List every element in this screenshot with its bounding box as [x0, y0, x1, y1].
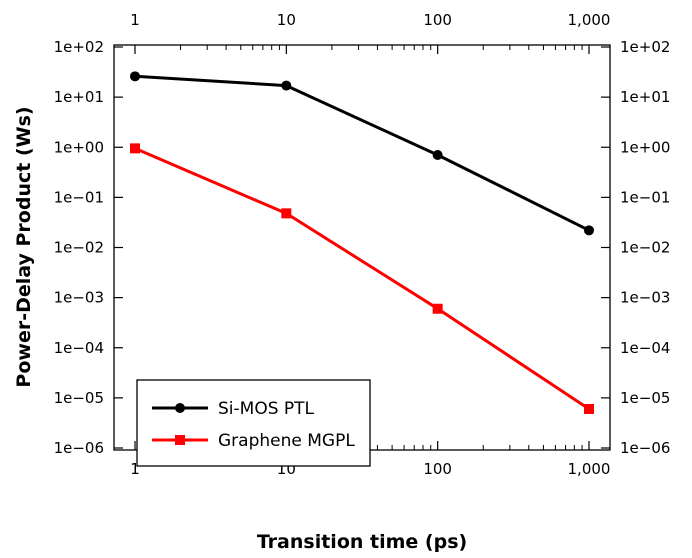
series-point-1: [281, 208, 292, 219]
y-tick-label-right: 1e−01: [620, 188, 670, 206]
x-tick-label-top: 100: [423, 11, 452, 29]
y-tick-label-left: 1e−05: [54, 389, 104, 407]
legend-box: [136, 379, 371, 467]
series-point-1: [130, 143, 140, 154]
legend-label-graphene: Graphene MGPL: [218, 431, 355, 451]
y-tick-label-right: 1e+00: [620, 138, 670, 156]
series-point-0: [432, 150, 443, 161]
series-point-1: [584, 403, 594, 414]
y-tick-label-left: 1e+02: [54, 38, 104, 56]
y-tick-label-left: 1e−01: [54, 188, 104, 206]
series-point-0: [130, 71, 140, 82]
y-tick-label-right: 1e−04: [620, 339, 670, 357]
y-tick-label-left: 1e+01: [54, 88, 104, 106]
series-point-0: [281, 80, 292, 91]
x-tick-label-bottom: 1: [130, 460, 140, 478]
y-tick-label-left: 1e−02: [54, 239, 104, 257]
legend: Si-MOS PTL Graphene MGPL: [136, 379, 371, 467]
y-tick-label-left: 1e−03: [54, 289, 104, 307]
series-line-0: [134, 74, 590, 232]
legend-marker-si-mos: [175, 403, 185, 413]
y-tick-label-right: 1e+01: [620, 88, 670, 106]
x-tick-label-top: 10: [277, 11, 296, 29]
x-tick-label-top: 1,000: [568, 11, 611, 29]
series-point-0: [584, 225, 594, 236]
series-line-1: [134, 147, 590, 411]
y-tick-label-left: 1e−04: [54, 339, 104, 357]
x-tick-label-top: 1: [130, 11, 140, 29]
y-tick-label-right: 1e−05: [620, 389, 670, 407]
y-tick-label-left: 1e−06: [54, 439, 104, 457]
y-tick-label-left: 1e+00: [54, 138, 104, 156]
y-tick-label-right: 1e+02: [620, 38, 670, 56]
y-axis-title: Power-Delay Product (Ws): [13, 106, 35, 387]
legend-marker-graphene: [175, 435, 185, 445]
x-tick-label-bottom: 100: [423, 460, 452, 478]
legend-label-si-mos: Si-MOS PTL: [218, 399, 315, 419]
series-point-1: [432, 303, 443, 314]
y-tick-label-right: 1e−06: [620, 439, 670, 457]
series-layer: [130, 71, 594, 414]
x-tick-label-bottom: 1,000: [568, 460, 611, 478]
y-tick-label-right: 1e−02: [620, 239, 670, 257]
x-axis-title: Transition time (ps): [257, 531, 467, 553]
y-tick-label-right: 1e−03: [620, 289, 670, 307]
